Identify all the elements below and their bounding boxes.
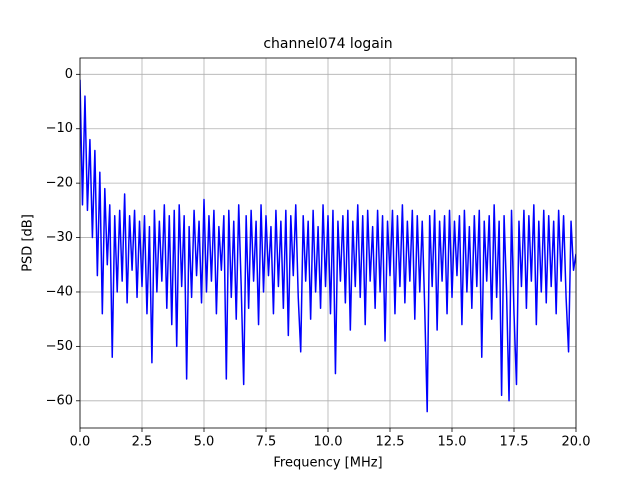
y-tick-label: −40 [46,284,73,299]
x-tick-label: 12.5 [376,435,405,450]
x-tick-label: 7.5 [256,435,277,450]
y-tick-label: −20 [46,176,73,191]
y-tick-label: −50 [46,339,73,354]
x-tick-label: 5.0 [194,435,215,450]
chart-title: channel074 logain [263,36,392,52]
x-tick-label: 15.0 [438,435,467,450]
x-tick-label: 17.5 [500,435,529,450]
y-tick-label: −30 [46,230,73,245]
y-tick-label: −60 [46,393,73,408]
x-tick-label: 2.5 [132,435,153,450]
x-tick-label: 10.0 [314,435,343,450]
x-tick-label: 0.0 [70,435,91,450]
x-axis-label: Frequency [MHz] [273,456,382,471]
y-tick-label: −10 [46,121,73,136]
x-tick-label: 20.0 [562,435,591,450]
y-tick-label: 0 [65,67,73,82]
y-axis-label: PSD [dB] [21,214,36,272]
data-line [80,79,576,413]
plot-frame [79,57,577,429]
